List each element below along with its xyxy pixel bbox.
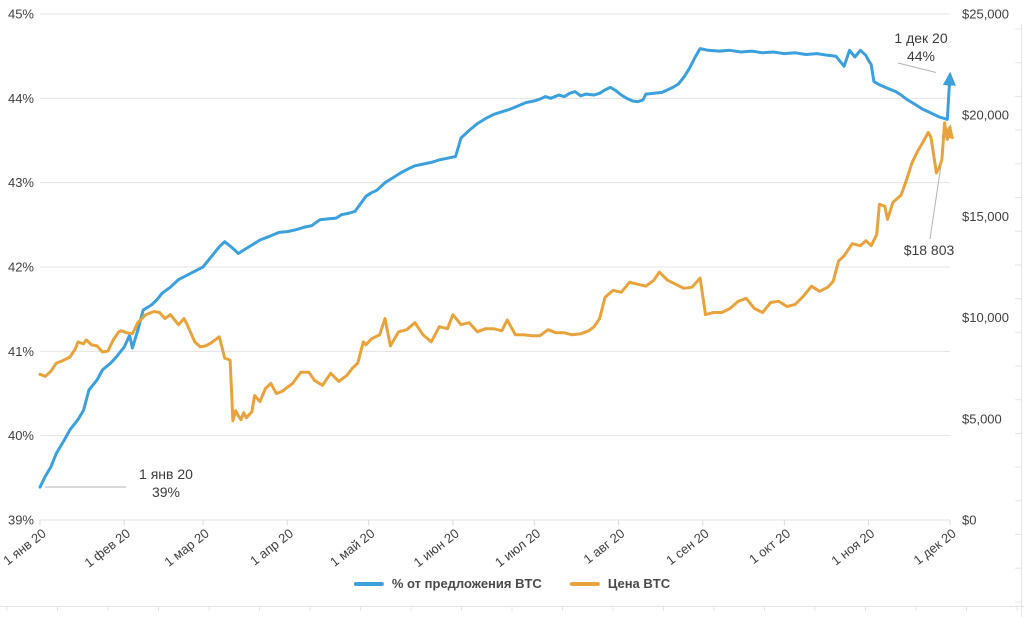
x-axis-label: 1 июн 20 xyxy=(411,526,462,571)
x-axis-label: 1 янв 20 xyxy=(0,526,49,569)
y-axis-label-right: $25,000 xyxy=(962,7,1009,22)
legend-item-btc-supply-percent[interactable]: % от предложения BTC xyxy=(353,576,542,591)
legend-swatch-blue-line xyxy=(353,581,384,586)
y-axis-label-left: 43% xyxy=(8,175,34,190)
annotation-dec-1-price: $18 803 xyxy=(890,241,968,259)
annotation-connector-line xyxy=(897,62,937,73)
legend-item-btc-price[interactable]: Цена BTC xyxy=(569,576,671,591)
series-line-btc-supply-percent xyxy=(38,47,956,489)
annotation-value: 44% xyxy=(906,48,936,64)
y-axis-label-left: 42% xyxy=(8,260,34,275)
y-axis-label-right: $10,000 xyxy=(962,310,1009,325)
x-axis-label: 1 авг 20 xyxy=(581,526,628,567)
annotation-value: $18 803 xyxy=(903,242,955,258)
annotation-value: 39% xyxy=(151,484,181,500)
legend-label: Цена BTC xyxy=(607,576,671,591)
annotation-jan-1: 1 янв 20 39% xyxy=(124,465,208,501)
x-axis-label: 1 июл 20 xyxy=(492,526,543,571)
y-axis-label-left: 40% xyxy=(8,428,34,443)
x-axis-label: 1 май 20 xyxy=(327,526,377,570)
y-axis-label-right: $0 xyxy=(962,513,976,528)
annotation-date: 1 янв 20 xyxy=(139,466,193,482)
x-axis-label: 1 окт 20 xyxy=(746,526,793,567)
y-axis-label-left: 44% xyxy=(8,91,34,106)
annotation-dec-1-percent: 1 дек 20 44% xyxy=(884,29,958,65)
y-axis-label-right: $5,000 xyxy=(962,411,1002,426)
legend-label: % от предложения BTC xyxy=(391,576,542,591)
y-axis-label-left: 45% xyxy=(8,7,34,22)
x-axis-label: 1 сен 20 xyxy=(663,526,712,568)
series-line-btc-price xyxy=(38,121,955,423)
y-axis-label-left: 39% xyxy=(8,513,34,528)
legend: % от предложения BTC Цена BTC xyxy=(353,576,671,591)
legend-swatch-orange-line xyxy=(569,581,600,586)
x-axis-label: 1 фев 20 xyxy=(81,526,133,571)
x-axis-label: 1 дек 20 xyxy=(911,526,959,568)
x-axis-label: 1 мар 20 xyxy=(161,526,211,570)
y-axis-label-right: $20,000 xyxy=(962,108,1009,123)
x-axis-label: 1 апр 20 xyxy=(247,526,296,569)
x-axis-label: 1 ноя 20 xyxy=(828,526,877,569)
y-axis-label-right: $15,000 xyxy=(962,209,1009,224)
y-axis-label-left: 41% xyxy=(8,344,34,359)
annotation-date: 1 дек 20 xyxy=(894,30,948,46)
